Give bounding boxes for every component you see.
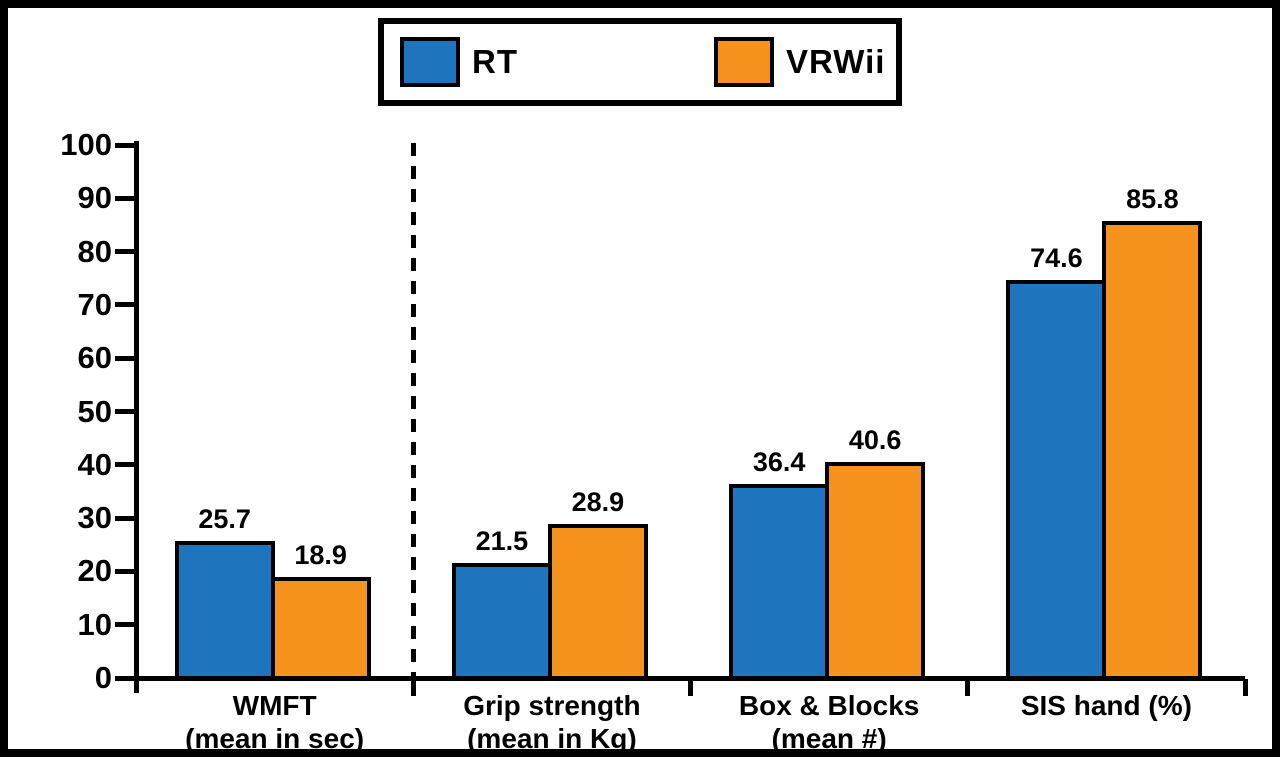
y-axis-tick: [115, 409, 139, 414]
category-label: SIS hand (%): [1020, 690, 1192, 721]
category-label: Box & Blocks: [738, 690, 920, 721]
y-axis-tick: [115, 195, 139, 201]
bar-value-label: 18.9: [294, 540, 347, 571]
category-label: (mean #): [771, 723, 887, 754]
bar-value-label: 36.4: [752, 446, 806, 477]
legend-swatch-rt-icon: [400, 37, 460, 87]
y-axis-tick-label: 100: [60, 127, 112, 162]
legend-item-rt: RT: [400, 37, 518, 87]
x-axis-tick: [965, 679, 971, 696]
x-axis-tick: [410, 679, 416, 696]
y-axis-tick: [115, 515, 139, 521]
y-axis-tick: [115, 675, 139, 681]
bar-vrwii-0: [270, 577, 371, 680]
y-axis-tick-label: 50: [77, 393, 112, 429]
y-axis-tick: [115, 355, 139, 361]
bar-rt-1: [451, 563, 552, 680]
y-axis-tick-label: 20: [77, 553, 112, 589]
y-axis-tick-label: 70: [77, 286, 112, 322]
y-axis-tick-label: 60: [77, 340, 112, 376]
bar-value-label: 25.7: [198, 504, 251, 535]
category-label: (mean in Kg): [467, 723, 637, 754]
y-axis-tick: [115, 462, 139, 468]
bar-vrwii-2: [825, 461, 926, 680]
x-axis-tick: [1242, 679, 1248, 696]
y-axis-tick-label: 40: [77, 446, 112, 482]
bar-value-label: 85.8: [1126, 183, 1179, 214]
y-axis-line: [134, 141, 139, 693]
category-label: (mean in sec): [185, 723, 365, 754]
legend-swatch-vrwii-icon: [714, 37, 774, 87]
legend-label-rt: RT: [472, 43, 518, 80]
bar-value-label: 74.6: [1030, 243, 1083, 274]
x-axis-tick: [688, 679, 693, 696]
bar-rt-3: [1006, 280, 1107, 680]
bar-value-label: 28.9: [571, 486, 625, 517]
bar-vrwii-3: [1102, 220, 1203, 680]
bar-rt-2: [729, 483, 830, 680]
bar-value-label: 21.5: [475, 526, 529, 557]
y-axis-tick-label: 10: [77, 606, 112, 642]
x-axis-line: [134, 676, 1245, 681]
y-axis-tick-label: 30: [77, 500, 112, 536]
y-axis-tick-label: 80: [77, 233, 112, 269]
y-axis-tick-label: 90: [77, 180, 112, 216]
category-label: WMFT: [232, 690, 317, 721]
bar-vrwii-1: [547, 523, 648, 680]
chart-legend: RT VRWii: [378, 18, 902, 106]
y-axis-tick: [115, 249, 139, 255]
category-label: Grip strength: [463, 690, 641, 721]
legend-label-vrwii: VRWii: [786, 43, 886, 80]
y-axis-tick: [115, 142, 139, 148]
y-axis-tick: [115, 302, 139, 308]
bar-value-label: 40.6: [848, 424, 902, 455]
y-axis-tick: [115, 622, 139, 628]
legend-item-vrwii: VRWii: [714, 37, 885, 87]
separator-dashed-line: [410, 143, 416, 680]
y-axis-tick-label: 0: [94, 660, 112, 695]
y-axis-tick: [115, 568, 139, 574]
